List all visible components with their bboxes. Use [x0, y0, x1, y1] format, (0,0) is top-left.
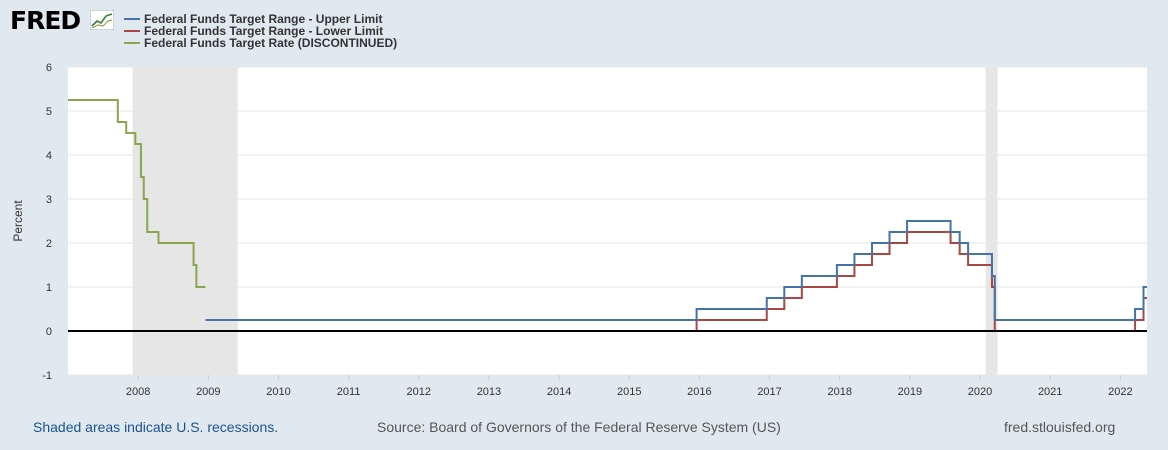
x-tick-label: 2011: [337, 386, 361, 398]
y-axis-ticks: -1 0 1 2 3 4 5 6: [42, 62, 52, 382]
x-tick-label: 2021: [1038, 386, 1062, 398]
recession-shading: [132, 67, 998, 375]
recession-band-1: [985, 67, 998, 375]
legend-swatch-discontinued: [124, 42, 140, 44]
x-tick-label: 2009: [196, 386, 220, 398]
x-tick-label: 2013: [477, 386, 501, 398]
x-tick-label: 2010: [266, 386, 290, 398]
chart-line-icon: [90, 10, 114, 30]
site-link[interactable]: fred.stlouisfed.org: [1004, 419, 1116, 435]
x-tick-label: 2020: [968, 386, 992, 398]
x-tick-label: 2014: [547, 386, 571, 398]
legend-label-discontinued: Federal Funds Target Rate (DISCONTINUED): [144, 36, 398, 50]
x-tick-label: 2008: [126, 386, 150, 398]
y-tick-label: 2: [46, 238, 52, 250]
series-line-0: [205, 220, 1147, 321]
x-tick-label: 2017: [757, 386, 781, 398]
legend-item-lower[interactable]: Federal Funds Target Range - Lower Limit: [124, 25, 397, 37]
plot-area: [68, 67, 1147, 375]
legend-label-upper: Federal Funds Target Range - Upper Limit: [144, 12, 383, 26]
y-tick-label: 1: [46, 282, 52, 294]
series-line-2: [68, 99, 206, 288]
y-tick-label: 3: [46, 194, 52, 206]
x-axis-ticks: 2008 2009 2010 2011 2012 2013 2014 2015 2016 2017…: [126, 375, 1133, 398]
legend-swatch-lower: [124, 30, 140, 32]
y-tick-label: 6: [46, 62, 52, 74]
y-axis-label: Percent: [11, 200, 25, 242]
chart-legend: Federal Funds Target Range - Upper Limit…: [124, 13, 397, 49]
x-tick-label: 2016: [687, 386, 711, 398]
recession-band-0: [132, 67, 238, 375]
fred-logo[interactable]: FRED: [10, 6, 81, 35]
y-tick-label: -1: [42, 370, 52, 382]
recession-note: Shaded areas indicate U.S. recessions.: [33, 419, 279, 435]
x-tick-label: 2012: [407, 386, 431, 398]
legend-label-lower: Federal Funds Target Range - Lower Limit: [144, 24, 384, 38]
legend-item-discontinued[interactable]: Federal Funds Target Rate (DISCONTINUED): [124, 37, 397, 49]
y-tick-label: 0: [46, 326, 52, 338]
y-tick-label: 5: [46, 106, 52, 118]
y-tick-label: 4: [46, 150, 52, 162]
x-tick-label: 2015: [617, 386, 641, 398]
legend-swatch-upper: [124, 18, 140, 20]
x-tick-label: 2022: [1108, 386, 1132, 398]
source-note: Source: Board of Governors of the Federa…: [377, 419, 781, 435]
x-tick-label: 2018: [827, 386, 851, 398]
legend-item-upper[interactable]: Federal Funds Target Range - Upper Limit: [124, 13, 397, 25]
x-tick-label: 2019: [898, 386, 922, 398]
